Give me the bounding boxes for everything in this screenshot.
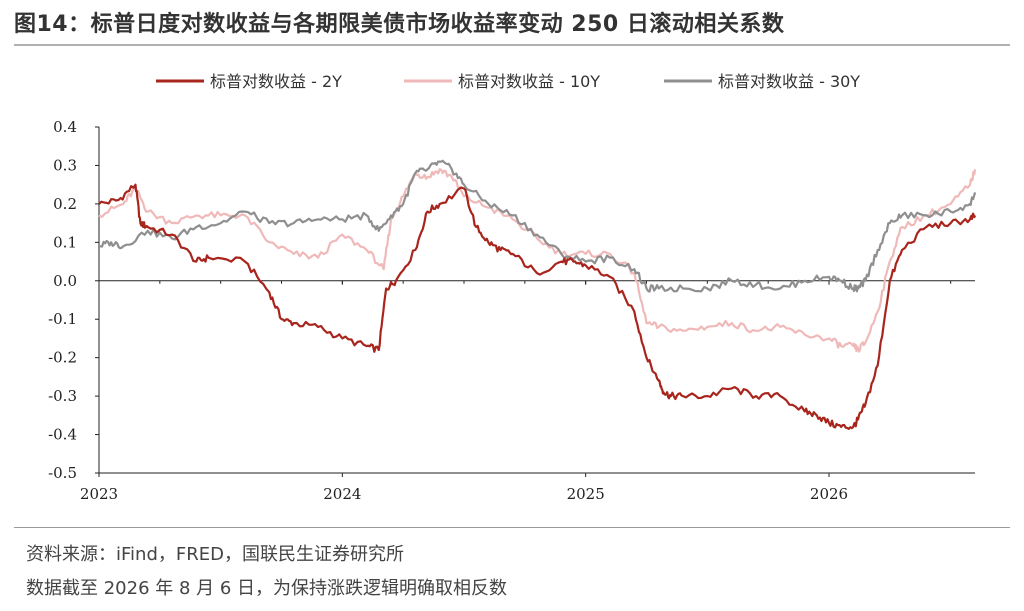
legend-label-2: 标普对数收益 - 10Y xyxy=(458,72,600,91)
y-tick-label: 0.2 xyxy=(53,195,77,213)
y-tick-label: -0.3 xyxy=(48,387,77,405)
chart-legend: 标普对数收益 - 2Y 标普对数收益 - 10Y 标普对数收益 - 30Y xyxy=(156,72,860,91)
y-tick-label: -0.2 xyxy=(48,349,77,367)
y-tick-label: -0.4 xyxy=(48,426,77,444)
footer-divider xyxy=(14,527,1010,528)
x-tick-label: 2024 xyxy=(323,485,361,503)
chart-series xyxy=(98,159,977,430)
y-tick-label: 0.4 xyxy=(53,118,77,136)
source-note: 资料来源：iFind，FRED，国联民生证券研究所 xyxy=(26,544,404,565)
chart-title: 图14：标普日度对数收益与各期限美债市场收益率变动 250 日滚动相关系数 xyxy=(14,12,785,37)
legend-label-3: 标普对数收益 - 30Y xyxy=(718,72,860,91)
date-note: 数据截至 2026 年 8 月 6 日，为保持涨跌逻辑明确取相反数 xyxy=(26,578,508,599)
y-tick-label: -0.5 xyxy=(48,464,77,482)
y-tick-label: 0.0 xyxy=(53,272,77,290)
y-tick-label: 0.1 xyxy=(53,233,77,251)
y-tick-label: -0.1 xyxy=(48,310,77,328)
series-line-3 xyxy=(98,159,977,293)
x-tick-label: 2025 xyxy=(567,485,605,503)
legend-label-1: 标普对数收益 - 2Y xyxy=(210,72,342,91)
x-tick-label: 2026 xyxy=(810,485,848,503)
title-divider xyxy=(14,44,1010,46)
series-line-2 xyxy=(98,168,977,353)
series-line-1 xyxy=(98,183,977,430)
y-tick-label: 0.3 xyxy=(53,156,77,174)
x-tick-label: 2023 xyxy=(80,485,118,503)
